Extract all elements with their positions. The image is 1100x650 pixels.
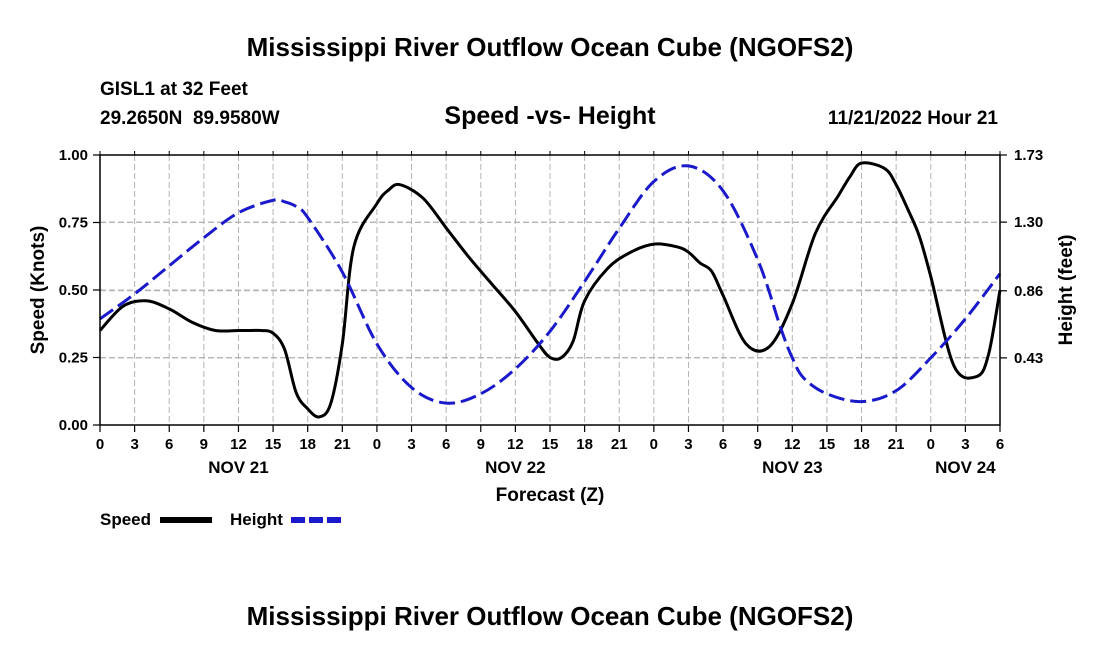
series-layer bbox=[98, 161, 1002, 419]
main-title: Mississippi River Outflow Ocean Cube (NG… bbox=[247, 32, 854, 62]
x-tick-label: 15 bbox=[265, 436, 282, 453]
chart-title: Speed -vs- Height bbox=[444, 102, 656, 130]
x-tick-label: 12 bbox=[784, 436, 801, 453]
timestamp-label: 11/21/2022 Hour 21 bbox=[828, 108, 998, 129]
x-tick-label: 15 bbox=[819, 436, 836, 453]
x-tick-label: 15 bbox=[542, 436, 559, 453]
y-right-tick-label: 1.30 bbox=[1014, 214, 1043, 231]
x-tick-label: 6 bbox=[719, 436, 727, 453]
station-label: GISL1 at 32 Feet bbox=[100, 79, 249, 100]
series-line-height bbox=[99, 164, 1002, 405]
y-right-tick-label: 0.86 bbox=[1014, 283, 1043, 300]
x-tick-label: 12 bbox=[507, 436, 524, 453]
x-tick-label: 0 bbox=[96, 436, 104, 453]
x-axis-title: Forecast (Z) bbox=[496, 485, 605, 506]
footer-title: Mississippi River Outflow Ocean Cube (NG… bbox=[247, 601, 854, 631]
x-day-label: NOV 24 bbox=[935, 458, 996, 477]
x-tick-label: 6 bbox=[442, 436, 450, 453]
x-tick-label: 3 bbox=[961, 436, 969, 453]
x-tick-label: 9 bbox=[200, 436, 208, 453]
y-left-tick-label: 0.25 bbox=[59, 350, 88, 367]
x-tick-label: 0 bbox=[927, 436, 935, 453]
x-tick-label: 21 bbox=[888, 436, 905, 453]
coords-label: 29.2650N 89.9580W bbox=[100, 108, 280, 129]
x-tick-label: 18 bbox=[576, 436, 593, 453]
y-left-tick-label: 1.00 bbox=[59, 147, 88, 164]
y-axis-right-title: Height (feet) bbox=[1056, 235, 1077, 346]
y-left-tick-label: 0.75 bbox=[59, 215, 88, 232]
series-line-speed bbox=[98, 161, 1002, 419]
y-right-tick-label: 0.43 bbox=[1014, 350, 1043, 367]
y-axis-left-title: Speed (Knots) bbox=[28, 226, 49, 355]
x-day-label: NOV 21 bbox=[208, 458, 268, 477]
legend-label-speed: Speed bbox=[100, 510, 151, 529]
x-tick-label: 21 bbox=[611, 436, 628, 453]
x-tick-label: 0 bbox=[650, 436, 658, 453]
x-tick-label: 6 bbox=[996, 436, 1004, 453]
legend-label-height: Height bbox=[230, 510, 283, 529]
x-tick-label: 3 bbox=[684, 436, 692, 453]
x-tick-label: 0 bbox=[373, 436, 381, 453]
y-left-tick-label: 0.50 bbox=[59, 282, 88, 299]
grid-layer bbox=[100, 155, 1000, 425]
y-left-tick-label: 0.00 bbox=[59, 417, 88, 434]
x-day-label: NOV 23 bbox=[762, 458, 822, 477]
x-tick-label: 18 bbox=[299, 436, 316, 453]
y-right-tick-label: 1.73 bbox=[1014, 147, 1043, 164]
x-tick-label: 6 bbox=[165, 436, 173, 453]
x-tick-label: 21 bbox=[334, 436, 351, 453]
x-tick-label: 12 bbox=[230, 436, 247, 453]
x-tick-label: 18 bbox=[853, 436, 870, 453]
legend: Speed Height bbox=[100, 510, 343, 529]
x-tick-label: 9 bbox=[477, 436, 485, 453]
x-tick-label: 3 bbox=[407, 436, 415, 453]
axis-layer: 0 3 6 9 12 15 18 21 0 3 6 9 12 15 18 21 0 3 6 9 12 15 18 21 0 3 6 0… bbox=[59, 147, 1043, 477]
x-tick-label: 3 bbox=[130, 436, 138, 453]
x-tick-label: 9 bbox=[754, 436, 762, 453]
x-day-label: NOV 22 bbox=[485, 458, 545, 477]
